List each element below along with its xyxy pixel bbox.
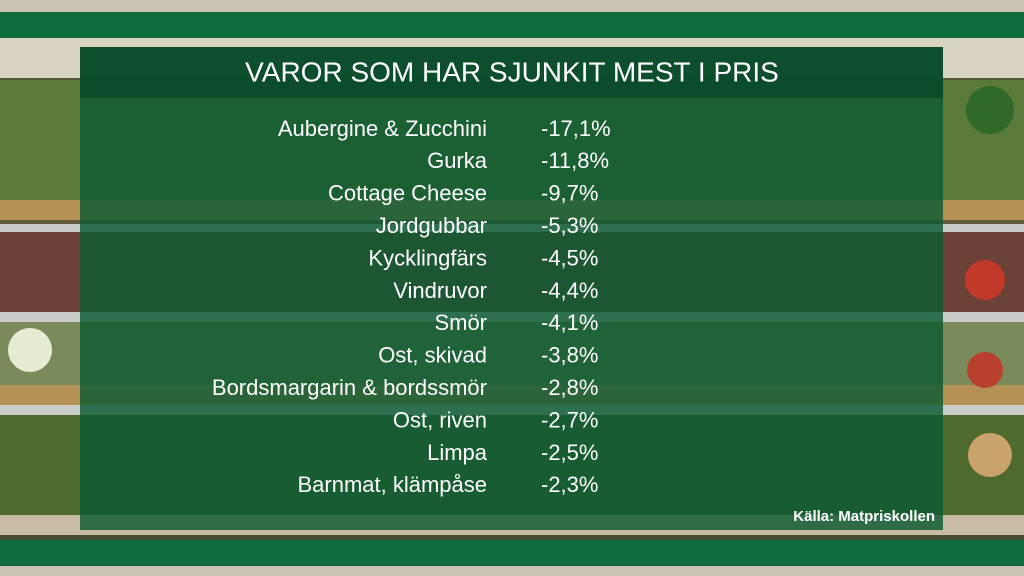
- item-name: Bordsmargarin & bordssmör: [212, 375, 487, 400]
- item-name: Limpa: [427, 440, 488, 465]
- price-change: -3,8%: [541, 343, 598, 368]
- price-change: -17,1%: [541, 116, 611, 141]
- table: Aubergine & Zucchini -17,1% Gurka -11,8% Cot…: [212, 116, 611, 497]
- item-name: Aubergine & Zucchini: [278, 116, 487, 141]
- price-change: -2,8%: [541, 375, 598, 400]
- price-change: -2,5%: [541, 440, 598, 465]
- item-name: Cottage Cheese: [328, 181, 487, 206]
- item-name: Smör: [434, 310, 487, 335]
- item-name: Gurka: [427, 148, 488, 173]
- price-change: -2,7%: [541, 407, 598, 432]
- item-name: Vindruvor: [393, 278, 487, 303]
- title-band: [80, 47, 943, 98]
- price-change: -11,8%: [541, 148, 609, 173]
- panel: [80, 47, 943, 530]
- item-name: Barnmat, klämpåse: [297, 472, 487, 497]
- title: VAROR SOM HAR SJUNKIT MEST I PRIS: [245, 56, 779, 87]
- price-change: -4,5%: [541, 245, 598, 270]
- item-name: Jordgubbar: [376, 213, 487, 238]
- source: Källa: Matpriskollen: [793, 508, 935, 525]
- price-change: -4,1%: [541, 310, 598, 335]
- price-change: -2,3%: [541, 472, 598, 497]
- price-change: -4,4%: [541, 278, 598, 303]
- price-change: -5,3%: [541, 213, 598, 238]
- price-change: -9,7%: [541, 181, 598, 206]
- item-name: Kycklingfärs: [368, 245, 487, 270]
- item-name: Ost, riven: [393, 407, 487, 432]
- item-name: Ost, skivad: [378, 343, 487, 368]
